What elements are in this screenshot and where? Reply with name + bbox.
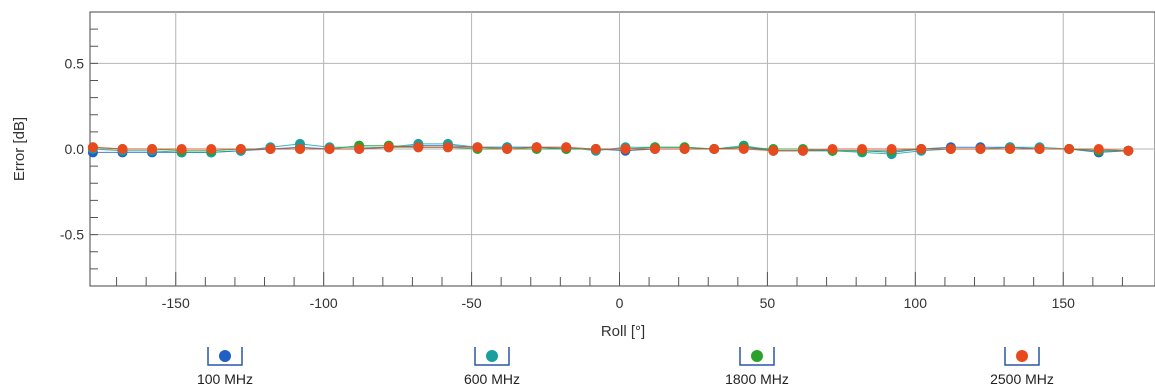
data-point <box>235 144 246 154</box>
data-point <box>709 144 720 154</box>
data-point <box>147 144 158 154</box>
data-point <box>797 145 808 156</box>
legend-item-1800-mhz: 1800 MHz <box>725 347 789 387</box>
tick-labels: -150 -100 -50 0 50 100 150 -0.5 0.0 0.5 <box>60 55 1075 311</box>
legend-label: 600 MHz <box>464 371 520 387</box>
data-point <box>206 144 217 154</box>
legend-marker-frame <box>207 347 243 366</box>
data-point <box>324 144 335 154</box>
data-point <box>502 144 513 154</box>
legend-item-2500-mhz: 2500 MHz <box>990 347 1054 387</box>
legend-item-600-mhz: 600 MHz <box>464 347 520 387</box>
legend-marker <box>219 350 231 362</box>
y-axis-label: Error [dB] <box>11 117 28 181</box>
legend-marker <box>486 350 498 362</box>
legend-label: 1800 MHz <box>725 371 789 387</box>
data-point <box>768 145 779 156</box>
data-point <box>265 144 276 154</box>
data-point <box>945 144 956 154</box>
data-point <box>916 144 927 154</box>
legend: 100 MHz 600 MHz 1800 MHz 2500 MHz <box>197 347 1054 387</box>
series-2500-mhz <box>87 142 1134 156</box>
data-point <box>738 144 749 154</box>
data-point <box>679 144 690 154</box>
data-point <box>472 142 483 153</box>
data-point <box>886 144 897 154</box>
data-point <box>620 144 631 154</box>
x-tick-label: 150 <box>1052 295 1076 311</box>
data-point <box>295 144 305 154</box>
data-point <box>561 142 572 153</box>
x-tick-label: 50 <box>760 295 776 311</box>
data-point <box>827 144 838 154</box>
data-point <box>87 142 98 153</box>
data-point <box>975 144 986 154</box>
minor-ticks <box>90 28 1123 286</box>
x-tick-label: -150 <box>162 295 190 311</box>
data-point <box>590 144 601 154</box>
data-point <box>531 142 542 153</box>
legend-marker <box>751 350 763 362</box>
data-point <box>1005 144 1015 154</box>
legend-marker-frame <box>474 347 510 366</box>
x-tick-label: 100 <box>904 295 928 311</box>
legend-marker-frame <box>1004 347 1040 366</box>
legend-label: 2500 MHz <box>990 371 1054 387</box>
data-point <box>354 144 365 154</box>
x-axis-label: Roll [°] <box>601 323 645 340</box>
data-point <box>650 144 660 154</box>
x-tick-label: -100 <box>310 295 338 311</box>
data-point <box>413 142 424 153</box>
x-tick-label: -50 <box>461 295 481 311</box>
data-point <box>117 144 128 154</box>
data-point <box>176 144 187 154</box>
y-tick-label: -0.5 <box>60 227 84 243</box>
data-point <box>1123 145 1134 156</box>
data-point <box>442 142 453 153</box>
data-series <box>87 138 1134 160</box>
y-tick-label: 0.5 <box>65 55 85 71</box>
y-tick-label: 0.0 <box>65 141 85 157</box>
legend-marker-frame <box>739 347 775 366</box>
data-point <box>1034 144 1045 154</box>
legend-label: 100 MHz <box>197 371 253 387</box>
legend-item-100-mhz: 100 MHz <box>197 347 253 387</box>
data-point <box>1093 144 1104 154</box>
data-point <box>383 142 394 153</box>
data-point <box>857 144 868 154</box>
x-tick-label: 0 <box>616 295 624 311</box>
data-point <box>1064 144 1075 154</box>
legend-marker <box>1016 350 1028 362</box>
